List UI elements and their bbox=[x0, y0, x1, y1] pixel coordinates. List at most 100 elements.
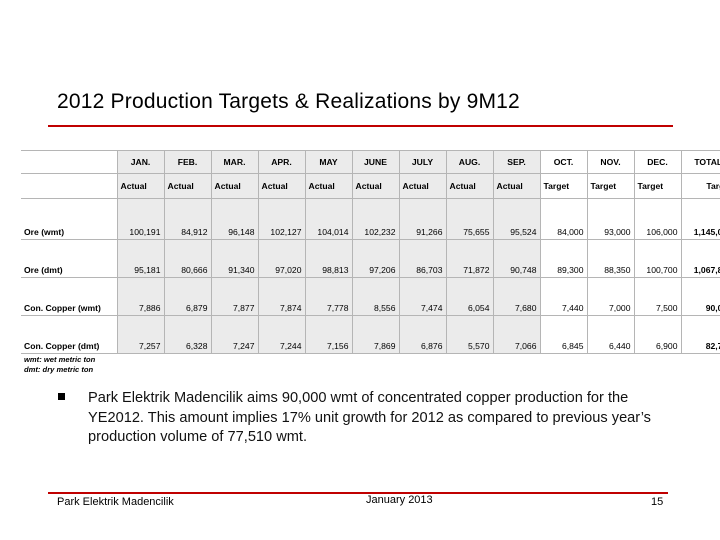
subheader-cell: Actual bbox=[351, 173, 399, 199]
table-cell: 7,247 bbox=[210, 315, 258, 354]
header-row-type: Actual Actual Actual Actual Actual Actua… bbox=[21, 173, 720, 199]
month-header: AUG. bbox=[445, 150, 493, 174]
table-cell: 6,054 bbox=[445, 277, 493, 316]
footnote-wmt: wmt: wet metric ton bbox=[24, 354, 96, 364]
table-cell: 86,703 bbox=[398, 239, 446, 278]
table-cell: 7,500 bbox=[633, 277, 681, 316]
subheader-cell: Actual bbox=[445, 173, 493, 199]
table-cell: 7,474 bbox=[398, 277, 446, 316]
total-cell: 1,145,069 bbox=[680, 198, 720, 240]
page-number: 15 bbox=[651, 496, 664, 508]
table-cell: 7,156 bbox=[304, 315, 352, 354]
table-row: Con. Copper (dmt) 7,257 6,328 7,247 7,24… bbox=[21, 315, 720, 354]
footer-rule bbox=[48, 492, 668, 494]
table-cell: 102,127 bbox=[257, 198, 305, 240]
table-cell: 6,845 bbox=[539, 315, 587, 354]
subheader-cell: Actual bbox=[116, 173, 164, 199]
table-cell: 6,900 bbox=[633, 315, 681, 354]
table-row: Con. Copper (wmt) 7,886 6,879 7,877 7,87… bbox=[21, 277, 720, 316]
row-label: Ore (dmt) bbox=[21, 239, 117, 278]
row-label: Con. Copper (dmt) bbox=[21, 315, 117, 354]
subheader-cell: Actual bbox=[492, 173, 540, 199]
table-cell: 104,014 bbox=[304, 198, 352, 240]
table-cell: 7,000 bbox=[586, 277, 634, 316]
table-cell: 6,328 bbox=[163, 315, 211, 354]
table-cell: 7,778 bbox=[304, 277, 352, 316]
table-cell: 91,266 bbox=[398, 198, 446, 240]
month-header: JULY bbox=[398, 150, 446, 174]
title-underline bbox=[48, 125, 673, 127]
subheader-cell: Actual bbox=[163, 173, 211, 199]
total-cell: 90,000 bbox=[680, 277, 720, 316]
total-cell: 82,797 bbox=[680, 315, 720, 354]
month-header: FEB. bbox=[163, 150, 211, 174]
table-cell: 75,655 bbox=[445, 198, 493, 240]
month-header: MAR. bbox=[210, 150, 258, 174]
table-cell: 88,350 bbox=[586, 239, 634, 278]
month-header: MAY bbox=[304, 150, 352, 174]
slide-title: 2012 Production Targets & Realizations b… bbox=[57, 90, 520, 113]
table-cell: 84,912 bbox=[163, 198, 211, 240]
total-cell: 1,067,899 bbox=[680, 239, 720, 278]
table-cell: 98,813 bbox=[304, 239, 352, 278]
footer-company: Park Elektrik Madencilik bbox=[57, 496, 174, 508]
footer-date: January 2013 bbox=[366, 494, 433, 506]
subheader-cell: Target bbox=[586, 173, 634, 199]
table-cell: 96,148 bbox=[210, 198, 258, 240]
table-cell: 5,570 bbox=[445, 315, 493, 354]
table-cell: 7,440 bbox=[539, 277, 587, 316]
table-cell: 84,000 bbox=[539, 198, 587, 240]
table-cell: 6,440 bbox=[586, 315, 634, 354]
table-cell: 7,244 bbox=[257, 315, 305, 354]
bullet-text: Park Elektrik Madencilik aims 90,000 wmt… bbox=[88, 390, 651, 445]
table-cell: 97,020 bbox=[257, 239, 305, 278]
month-header: NOV. bbox=[586, 150, 634, 174]
table-cell: 7,874 bbox=[257, 277, 305, 316]
table-cell: 89,300 bbox=[539, 239, 587, 278]
table-cell: 7,877 bbox=[210, 277, 258, 316]
month-header: OCT. bbox=[539, 150, 587, 174]
table-row: Ore (wmt) 100,191 84,912 96,148 102,127 … bbox=[21, 198, 720, 240]
subheader-corner bbox=[21, 173, 117, 199]
table-cell: 6,879 bbox=[163, 277, 211, 316]
month-header: APR. bbox=[257, 150, 305, 174]
table-cell: 71,872 bbox=[445, 239, 493, 278]
table-cell: 7,680 bbox=[492, 277, 540, 316]
row-label: Ore (wmt) bbox=[21, 198, 117, 240]
table-cell: 6,876 bbox=[398, 315, 446, 354]
table-cell: 7,869 bbox=[351, 315, 399, 354]
table-cell: 91,340 bbox=[210, 239, 258, 278]
month-header: JAN. bbox=[116, 150, 164, 174]
table-cell: 93,000 bbox=[586, 198, 634, 240]
table-cell: 102,232 bbox=[351, 198, 399, 240]
table-cell: 100,191 bbox=[116, 198, 164, 240]
table-cell: 7,886 bbox=[116, 277, 164, 316]
table-cell: 90,748 bbox=[492, 239, 540, 278]
row-label: Con. Copper (wmt) bbox=[21, 277, 117, 316]
table-row: Ore (dmt) 95,181 80,666 91,340 97,020 98… bbox=[21, 239, 720, 278]
subheader-cell: Actual bbox=[210, 173, 258, 199]
footnote-dmt: dmt: dry metric ton bbox=[24, 364, 94, 374]
total-subheader: Target bbox=[680, 173, 720, 199]
header-row-months: JAN. FEB. MAR. APR. MAY JUNE JULY AUG. S… bbox=[21, 150, 720, 174]
footnote-row: wmt: wet metric ton bbox=[21, 354, 720, 365]
total-header: TOTAL bbox=[680, 150, 720, 174]
subheader-cell: Actual bbox=[398, 173, 446, 199]
table-cell: 95,524 bbox=[492, 198, 540, 240]
table-cell: 7,066 bbox=[492, 315, 540, 354]
production-table-container: JAN. FEB. MAR. APR. MAY JUNE JULY AUG. S… bbox=[21, 150, 720, 374]
subheader-cell: Target bbox=[633, 173, 681, 199]
month-header: DEC. bbox=[633, 150, 681, 174]
table-cell: 97,206 bbox=[351, 239, 399, 278]
table-cell: 95,181 bbox=[116, 239, 164, 278]
table-cell: 100,700 bbox=[633, 239, 681, 278]
square-bullet-icon bbox=[58, 393, 65, 400]
footnote-row: dmt: dry metric ton bbox=[21, 364, 720, 374]
table-cell: 106,000 bbox=[633, 198, 681, 240]
subheader-cell: Actual bbox=[257, 173, 305, 199]
table-cell: 8,556 bbox=[351, 277, 399, 316]
production-table: JAN. FEB. MAR. APR. MAY JUNE JULY AUG. S… bbox=[21, 150, 720, 374]
subheader-cell: Target bbox=[539, 173, 587, 199]
month-header: SEP. bbox=[492, 150, 540, 174]
table-cell: 80,666 bbox=[163, 239, 211, 278]
